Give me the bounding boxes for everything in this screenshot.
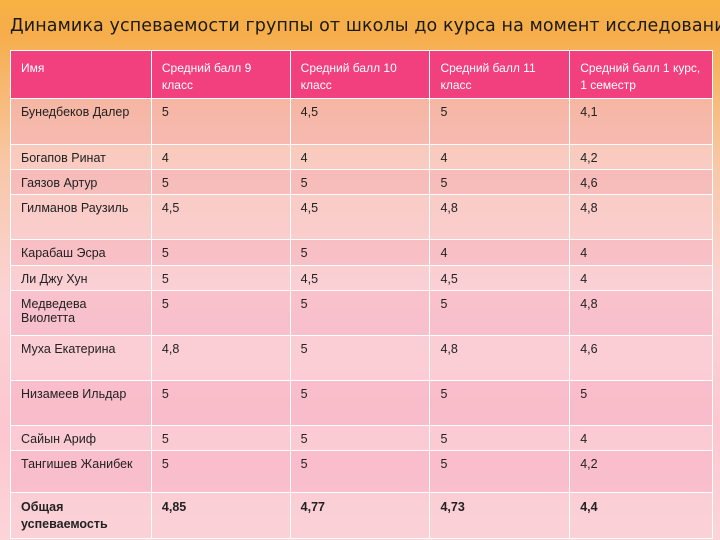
student-name: Сайын Ариф [10,425,152,451]
grade-cell: 5 [289,169,431,195]
table-row: Гилманов Раузиль 4,5 4,5 4,8 4,8 [10,194,713,240]
grade-cell: 5 [429,450,571,493]
student-name: Гилманов Раузиль [10,194,152,240]
grade-cell: 5 [150,425,291,451]
header-grade-9: Средний балл 9 класс [150,50,291,99]
grade-cell: 4,6 [569,335,713,381]
grade-cell: 4,8 [429,194,571,240]
grade-cell: 5 [429,425,571,451]
grade-cell: 5 [150,380,291,426]
total-cell: 4,85 [150,492,291,539]
grade-cell: 5 [289,290,431,336]
grade-cell: 5 [289,239,431,266]
table-row: Бунедбеков Далер 5 4,5 5 4,1 [10,98,713,145]
grade-cell: 4 [569,239,713,266]
grade-cell: 5 [289,450,431,493]
grade-cell: 4 [569,425,713,451]
table-row: Низамеев Ильдар 5 5 5 5 [10,380,713,426]
grade-cell: 5 [150,265,291,291]
grade-cell: 5 [429,290,571,336]
student-name: Карабаш Эсра [10,239,152,266]
grade-cell: 4,8 [429,335,571,381]
grades-table: Имя Средний балл 9 класс Средний балл 10… [10,50,713,539]
slide-title: Динамика успеваемости группы от школы до… [10,16,720,36]
total-cell: 4,77 [289,492,431,539]
table-row: Муха Екатерина 4,8 5 4,8 4,6 [10,335,713,381]
grade-cell: 4 [569,265,713,291]
table-row: Карабаш Эсра 5 5 4 4 [10,239,713,266]
total-row: Общая успеваемость 4,85 4,77 4,73 4,4 [10,492,713,539]
grade-cell: 4,5 [150,194,291,240]
grade-cell: 4,8 [150,335,291,381]
table-header-row: Имя Средний балл 9 класс Средний балл 10… [10,50,713,99]
grade-cell: 5 [150,169,291,195]
grade-cell: 4,5 [429,265,571,291]
grade-cell: 4,1 [569,98,713,145]
grade-cell: 4,5 [289,265,431,291]
student-name: Богапов Ринат [10,144,152,170]
student-name: Медведева Виолетта [10,290,152,336]
grade-cell: 4 [150,144,291,170]
student-name: Ли Джу Хун [10,265,152,291]
grade-cell: 5 [289,335,431,381]
student-name: Бунедбеков Далер [10,98,152,145]
grade-cell: 4,2 [569,144,713,170]
table-row: Тангишев Жанибек 5 5 5 4,2 [10,450,713,493]
grade-cell: 5 [429,169,571,195]
table-row: Богапов Ринат 4 4 4 4,2 [10,144,713,170]
grade-cell: 4,6 [569,169,713,195]
grade-cell: 5 [150,98,291,145]
student-name: Тангишев Жанибек [10,450,152,493]
grade-cell: 5 [289,380,431,426]
header-grade-10: Средний балл 10 класс [289,50,431,99]
student-name: Низамеев Ильдар [10,380,152,426]
grade-cell: 5 [150,290,291,336]
grade-cell: 4 [289,144,431,170]
grade-cell: 5 [429,380,571,426]
grade-cell: 5 [150,239,291,266]
student-name: Муха Екатерина [10,335,152,381]
table-row: Гаязов Артур 5 5 5 4,6 [10,169,713,195]
total-label: Общая успеваемость [10,492,152,539]
grade-cell: 4 [429,144,571,170]
grade-cell: 4 [429,239,571,266]
grade-cell: 5 [289,425,431,451]
grade-cell: 5 [569,380,713,426]
total-cell: 4,73 [429,492,571,539]
grade-cell: 5 [150,450,291,493]
grade-cell: 4,8 [569,290,713,336]
table-row: Ли Джу Хун 5 4,5 4,5 4 [10,265,713,291]
total-cell: 4,4 [569,492,713,539]
grade-cell: 4,8 [569,194,713,240]
grade-cell: 4,5 [289,98,431,145]
table-row: Медведева Виолетта 5 5 5 4,8 [10,290,713,336]
table-row: Сайын Ариф 5 5 5 4 [10,425,713,451]
student-name: Гаязов Артур [10,169,152,195]
grade-cell: 5 [429,98,571,145]
grade-cell: 4,5 [289,194,431,240]
header-grade-11: Средний балл 11 класс [429,50,571,99]
header-name: Имя [10,50,152,99]
grade-cell: 4,2 [569,450,713,493]
header-course-1: Средний балл 1 курс, 1 семестр [569,50,713,99]
